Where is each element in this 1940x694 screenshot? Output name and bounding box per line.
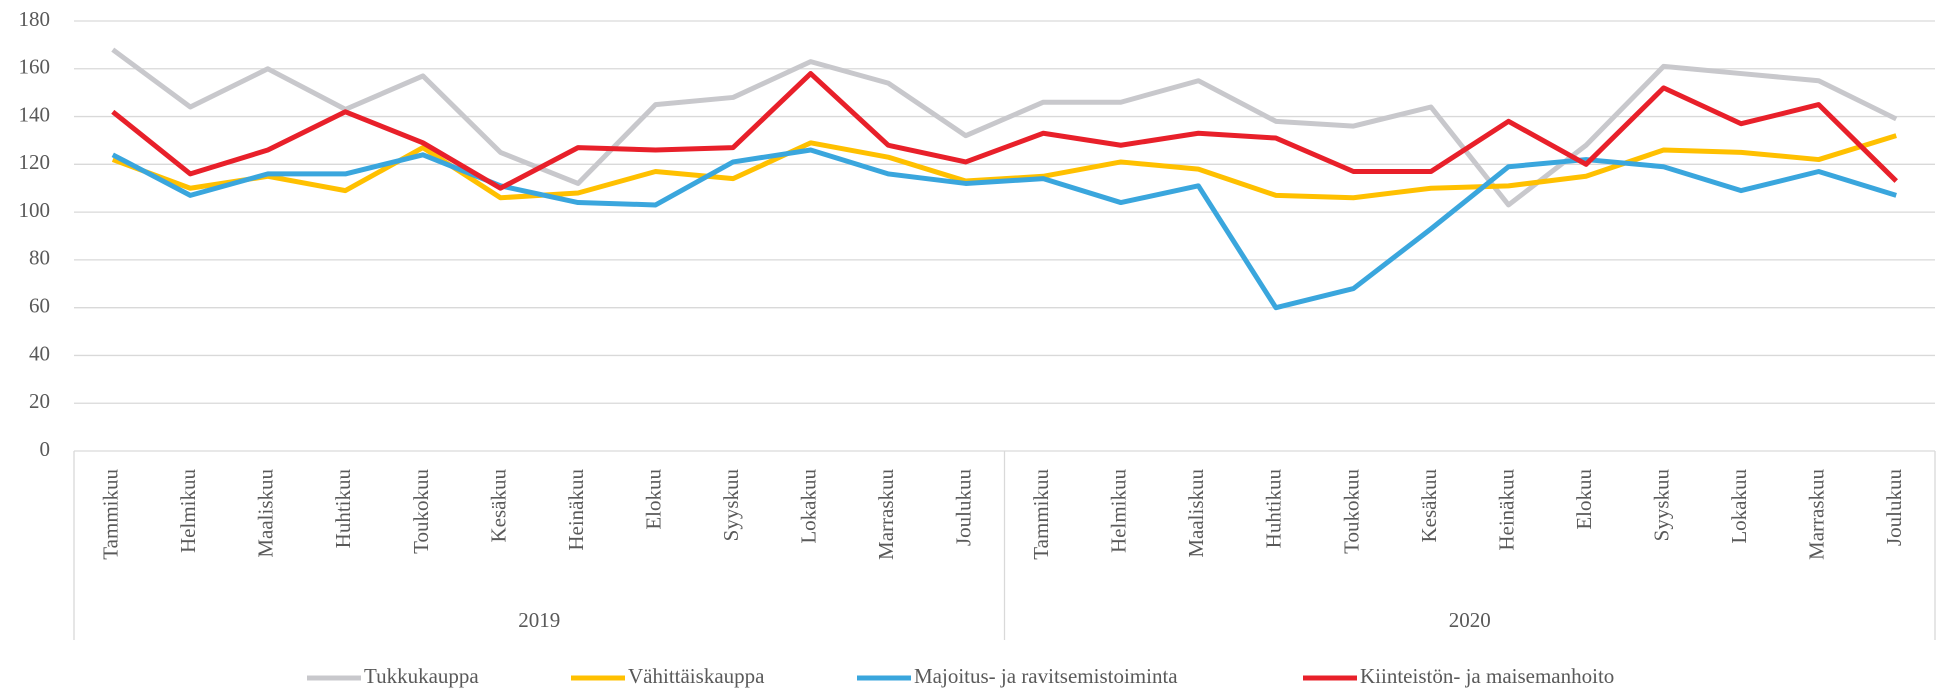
y-tick-label: 120 xyxy=(19,150,51,174)
legend-label: Tukkukauppa xyxy=(364,664,479,688)
x-tick-label: Toukokuu xyxy=(409,469,433,554)
y-tick-label: 20 xyxy=(29,389,50,413)
y-tick-label: 40 xyxy=(29,341,50,365)
series-line xyxy=(111,71,1898,191)
x-tick-label: Tammikuu xyxy=(1029,469,1053,560)
x-tick-label: Helmikuu xyxy=(176,469,200,553)
x-tick-label: Marraskuu xyxy=(1805,469,1829,560)
x-tick-label: Toukokuu xyxy=(1339,469,1363,554)
x-tick-label: Elokuu xyxy=(641,469,665,530)
x-tick-label: Tammikuu xyxy=(99,469,123,560)
y-tick-label: 160 xyxy=(19,55,51,79)
x-tick-label: Joulukuu xyxy=(952,469,976,547)
legend-label: Majoitus- ja ravitsemistoiminta xyxy=(914,664,1178,688)
series-line xyxy=(111,47,1898,208)
y-tick-label: 180 xyxy=(19,7,51,31)
x-tick-label: Marraskuu xyxy=(874,469,898,560)
x-tick-label: Syyskuu xyxy=(1649,469,1673,542)
x-tick-label: Huhtikuu xyxy=(1262,469,1286,549)
y-tick-label: 100 xyxy=(19,198,51,222)
y-tick-label: 0 xyxy=(40,437,51,461)
x-tick-label: Maaliskuu xyxy=(254,469,278,558)
x-tick-label: Heinäkuu xyxy=(564,469,588,551)
y-tick-label: 60 xyxy=(29,293,50,317)
x-tick-label: Kesäkuu xyxy=(486,469,510,543)
x-tick-label: Joulukuu xyxy=(1882,469,1906,547)
legend-label: Vähittäiskauppa xyxy=(628,664,765,688)
group-label: 2020 xyxy=(1449,608,1491,632)
legend-label: Kiinteistön- ja maisemanhoito xyxy=(1360,664,1614,688)
x-tick-label: Maaliskuu xyxy=(1184,469,1208,558)
x-tick-label: Heinäkuu xyxy=(1494,469,1518,551)
y-tick-label: 80 xyxy=(29,246,50,270)
y-tick-label: 140 xyxy=(19,102,51,126)
x-tick-label: Helmikuu xyxy=(1107,469,1131,553)
x-tick-label: Syyskuu xyxy=(719,469,743,542)
x-tick-label: Huhtikuu xyxy=(331,469,355,549)
x-tick-label: Lokakuu xyxy=(796,469,820,544)
x-tick-label: Lokakuu xyxy=(1727,469,1751,544)
x-tick-label: Elokuu xyxy=(1572,469,1596,530)
series-line xyxy=(111,147,1897,311)
group-label: 2019 xyxy=(518,608,560,632)
x-tick-label: Kesäkuu xyxy=(1417,469,1441,543)
